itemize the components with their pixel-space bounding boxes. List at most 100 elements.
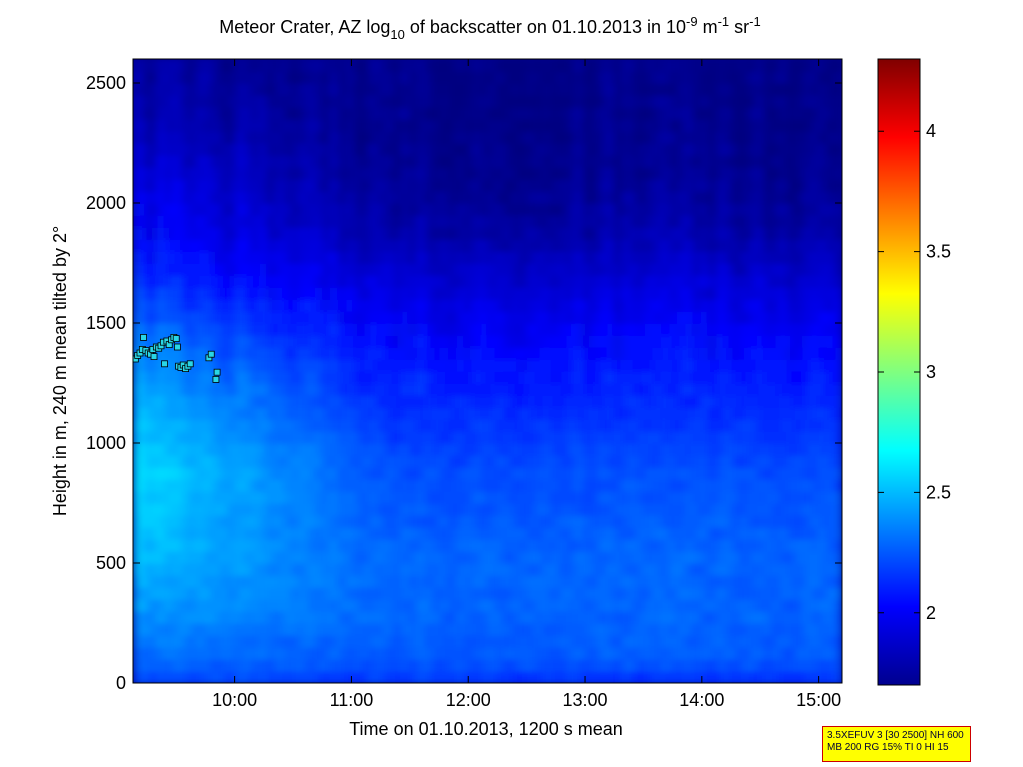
heatmap-cell [369,203,379,216]
heatmap-cell [605,251,615,264]
heatmap-cell [526,575,536,588]
heatmap-cell [511,143,520,156]
heatmap-cell [550,443,560,456]
heatmap-cell [739,407,749,420]
heatmap-cell [432,275,442,288]
heatmap-cell [487,599,497,612]
heatmap-cell [219,215,229,228]
heatmap-cell [455,443,465,456]
heatmap-cell [227,119,237,132]
heatmap-cell [810,587,820,600]
heatmap-cell [251,191,260,204]
heatmap-cell [511,659,520,672]
heatmap-cell [621,503,631,516]
heatmap-cell [778,83,788,96]
heatmap-cell [337,239,347,252]
heatmap-cell [274,239,284,252]
heatmap-cell [621,515,631,528]
heatmap-cell [542,263,552,276]
heatmap-cell [353,71,363,84]
heatmap-cell [479,155,489,168]
heatmap-cell [408,359,418,372]
heatmap-cell [408,239,418,252]
heatmap-cell [266,467,276,480]
heatmap-cell [196,479,205,492]
heatmap-cell [582,491,591,504]
heatmap-cell [463,467,473,480]
heatmap-cell [794,551,804,564]
heatmap-cell [550,395,560,408]
heatmap-cell [613,431,623,444]
heatmap-cell [219,431,229,444]
heatmap-cell [353,263,363,276]
heatmap-cell [432,263,442,276]
heatmap-cell [188,431,197,444]
heatmap-cell [227,647,237,660]
heatmap-cell [235,251,245,264]
heatmap-cell [188,95,197,108]
heatmap-cell [692,551,701,564]
heatmap-cell [826,407,835,420]
heatmap-cell [708,83,717,96]
heatmap-cell [156,143,166,156]
heatmap-cell [692,179,701,192]
heatmap-cell [645,239,654,252]
heatmap-cell [660,455,670,468]
heatmap-cell [708,95,717,108]
heatmap-cell [479,191,489,204]
heatmap-cell [723,539,733,552]
heatmap-cell [400,155,410,168]
heatmap-cell [211,119,221,132]
heatmap-cell [337,515,347,528]
heatmap-cell [558,491,568,504]
heatmap-cell [589,671,599,683]
heatmap-cell [243,227,252,240]
heatmap-cell [834,587,842,600]
heatmap-cell [432,143,442,156]
heatmap-cell [243,311,252,324]
heatmap-cell [377,191,386,204]
heatmap-cell [684,359,694,372]
heatmap-cell [503,215,512,228]
heatmap-cell [708,263,717,276]
heatmap-cell [755,95,765,108]
heatmap-cell [605,359,615,372]
heatmap-cell [251,83,260,96]
heatmap-cell [471,431,481,444]
heatmap-cell [385,395,394,408]
colorbar-tick-label: 3.5 [926,242,951,262]
heatmap-cell [715,659,725,672]
heatmap-cell [164,659,174,672]
heatmap-cell [172,491,182,504]
heatmap-cell [282,131,292,144]
heatmap-cell [692,131,701,144]
heatmap-cell [345,527,355,540]
heatmap-cell [329,167,339,180]
heatmap-cell [314,359,323,372]
heatmap-cell [392,587,402,600]
heatmap-cell [526,431,536,444]
heatmap-cell [652,647,662,660]
heatmap-cell [416,311,426,324]
heatmap-cell [503,335,512,348]
heatmap-cell [487,671,497,683]
heatmap-cell [392,131,402,144]
heatmap-cell [652,563,662,576]
heatmap-cell [377,611,386,624]
heatmap-cell [668,623,678,636]
heatmap-cell [140,419,150,432]
heatmap-cell [818,83,828,96]
heatmap-cell [542,371,552,384]
heatmap-cell [227,599,237,612]
heatmap-cell [613,671,623,683]
heatmap-cell [148,443,158,456]
heatmap-cell [361,551,371,564]
heatmap-cell [511,407,520,420]
heatmap-cell [329,323,339,336]
heatmap-cell [463,503,473,516]
heatmap-cell [597,599,607,612]
heatmap-cell [337,491,347,504]
heatmap-cell [440,407,449,420]
heatmap-cell [739,239,749,252]
heatmap-cell [550,455,560,468]
